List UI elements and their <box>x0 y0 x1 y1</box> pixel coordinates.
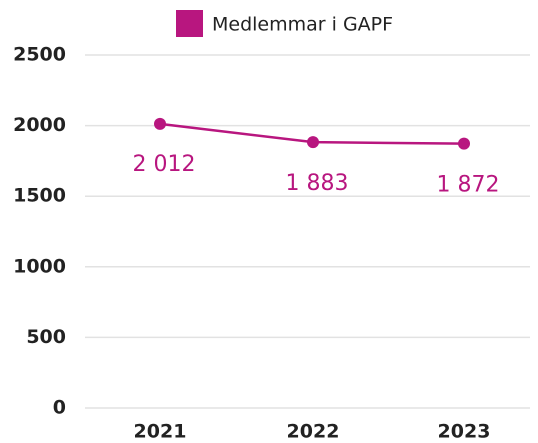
point <box>307 136 319 149</box>
value-label: 1 872 <box>437 173 500 198</box>
legend-label: Medlemmar i GAPF <box>212 14 393 36</box>
y-tick-label: 1500 <box>13 185 66 207</box>
legend-swatch <box>176 10 203 37</box>
value-label: 1 883 <box>286 171 349 196</box>
y-tick-label: 1000 <box>13 255 66 277</box>
y-tick-label: 0 <box>53 397 66 419</box>
y-tick-label: 2500 <box>13 44 66 66</box>
point <box>458 137 470 150</box>
point <box>154 117 166 130</box>
x-tick-label: 2023 <box>438 421 491 443</box>
x-tick-label: 2021 <box>134 421 187 443</box>
y-tick-label: 2000 <box>13 114 66 136</box>
x-tick-label: 2022 <box>287 421 340 443</box>
value-label: 2 012 <box>133 152 196 177</box>
y-tick-label: 500 <box>26 326 66 348</box>
